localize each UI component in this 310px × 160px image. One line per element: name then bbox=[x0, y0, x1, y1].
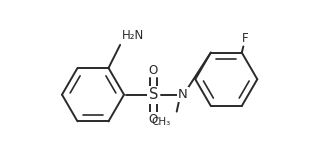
Text: O: O bbox=[149, 64, 158, 76]
Text: F: F bbox=[241, 32, 248, 45]
Text: CH₃: CH₃ bbox=[151, 117, 171, 127]
Text: O: O bbox=[149, 113, 158, 126]
Text: N: N bbox=[178, 88, 188, 101]
Text: H₂N: H₂N bbox=[122, 29, 144, 42]
Text: S: S bbox=[149, 87, 158, 102]
